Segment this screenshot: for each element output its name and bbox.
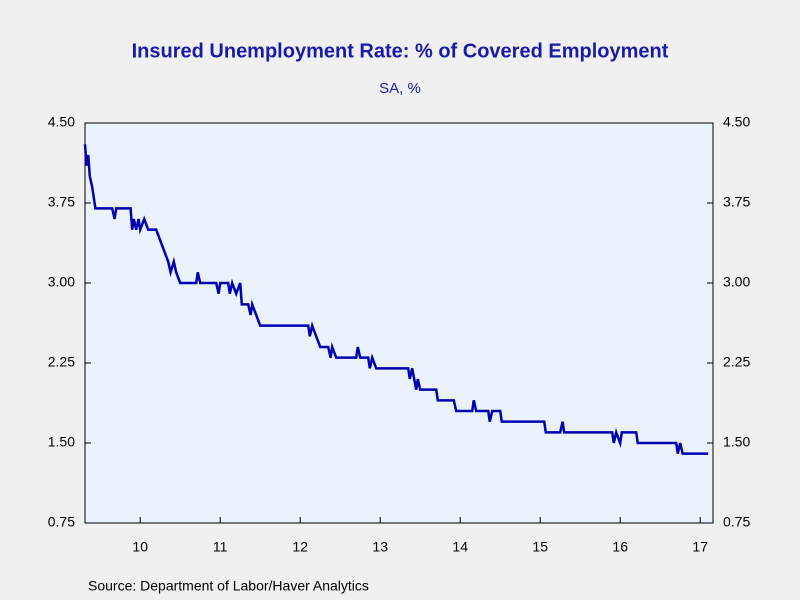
y-tick-label: 3.00 (48, 274, 75, 290)
y2-tick-label: 1.50 (723, 434, 750, 450)
x-tick-label: 15 (532, 539, 548, 555)
y-tick-label: 0.75 (48, 514, 75, 530)
x-tick-label: 16 (612, 539, 628, 555)
y-tick-label: 4.50 (48, 114, 75, 130)
chart-title: Insured Unemployment Rate: % of Covered … (132, 40, 669, 62)
x-tick-label: 17 (692, 539, 708, 555)
x-tick-label: 12 (292, 539, 308, 555)
x-tick-label: 10 (132, 539, 148, 555)
y2-tick-label: 4.50 (723, 114, 750, 130)
x-tick-label: 11 (213, 539, 228, 555)
x-tick-label: 13 (372, 539, 388, 555)
y-tick-label: 3.75 (48, 194, 75, 210)
y2-tick-label: 3.00 (723, 274, 750, 290)
source: Source: Department of Labor/Haver Analyt… (88, 578, 369, 594)
line (83, 144, 709, 455)
y-tick-label: 2.25 (48, 354, 75, 370)
chart-subtitle: SA, % (379, 80, 421, 97)
y2-tick-label: 2.25 (723, 354, 750, 370)
y2-tick-label: 3.75 (723, 194, 750, 210)
x-tick-label: 14 (452, 539, 468, 555)
y2-tick-label: 0.75 (723, 514, 750, 530)
plot-area (84, 122, 714, 524)
y-tick-label: 1.50 (48, 434, 75, 450)
